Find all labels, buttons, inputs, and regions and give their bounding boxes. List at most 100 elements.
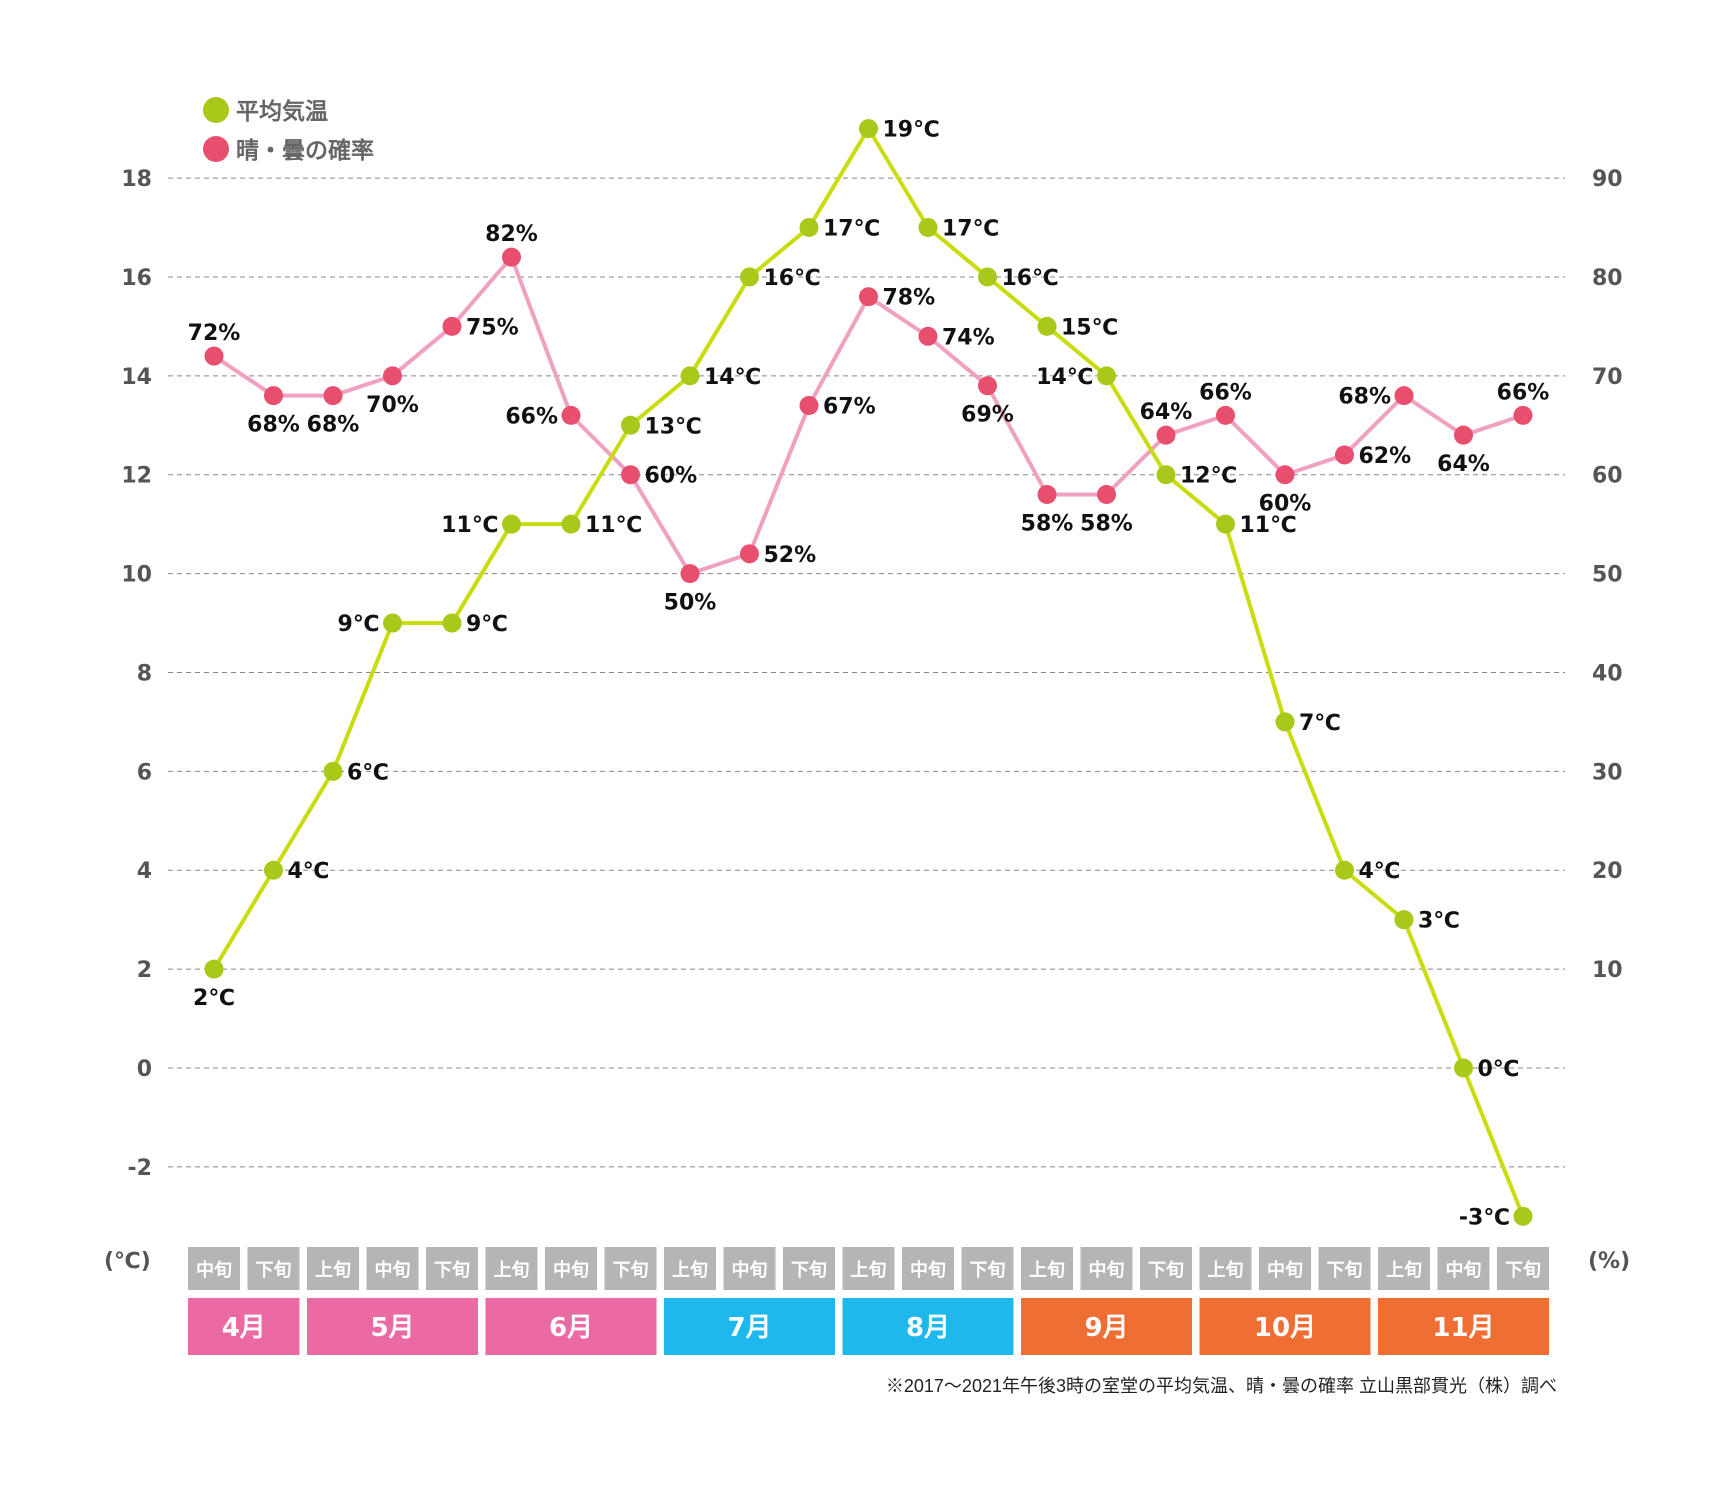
sunny-probability-point [204,346,224,366]
decade-box [664,1247,716,1290]
decade-label: 下旬 [256,1259,292,1281]
avg-temperature-point [1275,712,1295,732]
sunny-probability-point [1037,484,1057,504]
decade-box [902,1247,954,1290]
left-tick-label: 14 [121,365,152,390]
decade-box [1021,1247,1073,1290]
decade-box [604,1247,657,1290]
avg-temperature-label: 17℃ [823,217,880,242]
sunny-probability-label: 60% [645,464,698,489]
decade-label: 下旬 [1148,1259,1184,1281]
decade-label: 下旬 [970,1259,1006,1281]
avg-temperature-point [383,613,402,633]
avg-temperature-point [1216,514,1235,534]
decade-label: 上旬 [1386,1259,1422,1281]
month-bar [1378,1298,1549,1355]
decade-box [307,1247,359,1290]
avg-temperature-point [442,613,462,633]
sunny-probability-label: 62% [1359,444,1412,469]
sunny-probability-point [264,386,283,406]
avg-temperature-label: 13℃ [645,414,702,439]
gridlines [168,177,1565,1168]
legend: 平均気温 晴・曇の確率 [203,97,374,164]
avg-temperature-point [1513,1206,1533,1226]
month-bar [664,1298,835,1355]
decade-box [783,1247,835,1290]
decade-box [1140,1247,1192,1290]
month-row: 4月 5月 6月 7月 8月 9月 10月 11月 [188,1298,1549,1355]
decade-label: 下旬 [1327,1259,1363,1281]
decade-label: 中旬 [553,1259,589,1281]
sunny-probability-label: 74% [942,325,995,350]
avg-temperature-point [1097,366,1116,386]
right-tick-label: 30 [1592,760,1623,785]
avg-temperature-point [1394,910,1414,930]
series-avg-temperature [204,119,1533,1226]
sunny-probability-point [561,405,581,425]
sunny-probability-point [680,564,700,584]
avg-temperature-label: -3℃ [1459,1205,1510,1230]
decade-box [723,1247,776,1290]
decade-label: 上旬 [494,1259,530,1281]
sunny-probability-label: 66% [505,404,558,429]
series-sunny-probability [204,247,1533,584]
sunny-probability-point [740,544,759,564]
decade-box [1497,1247,1549,1290]
avg-temperature-point [561,514,581,534]
sunny-probability-label: 64% [1140,400,1193,425]
decade-box [842,1247,895,1290]
avg-temperature-label: 14℃ [704,365,761,390]
sunny-probability-point [621,465,640,485]
avg-temperature-point [799,218,819,238]
right-tick-label: 50 [1592,563,1623,588]
left-axis-ticks: 18 16 14 12 10 8 6 4 2 0 -2 [121,167,152,1181]
sunny-probability-point [978,376,997,396]
month-bar [1021,1298,1192,1355]
decade-label: 中旬 [910,1259,946,1281]
decade-box [485,1247,538,1290]
sunny-probability-point [1097,484,1116,504]
month-label: 5月 [370,1313,414,1343]
avg-temperature-label: 14℃ [1036,365,1093,390]
decade-label: 中旬 [375,1259,411,1281]
avg-temperature-label: 2℃ [193,986,235,1011]
sunny-probability-label: 60% [1259,492,1312,517]
month-bar [307,1298,478,1355]
decade-label: 下旬 [791,1259,827,1281]
avg-temperature-label: 4℃ [288,859,330,884]
decade-box [247,1247,300,1290]
month-label: 11月 [1432,1313,1494,1343]
avg-temperature-label: 6℃ [347,760,389,785]
sunny-probability-label: 50% [664,591,717,616]
avg-temperature-point [1335,860,1354,880]
sunny-probability-label: 58% [1080,511,1133,536]
sunny-probability-label: 75% [466,315,519,340]
sunny-probability-label: 72% [188,321,241,346]
decade-label: 中旬 [1267,1259,1303,1281]
month-label: 8月 [906,1313,950,1343]
sunny-probability-point [1156,425,1176,445]
decade-label: 下旬 [1505,1259,1541,1281]
sunny-probability-label: 69% [961,403,1014,428]
left-tick-label: 6 [137,760,152,785]
avg-temperature-point [1037,316,1057,336]
month-bar [1199,1298,1371,1355]
source-note: ※2017～2021年午後3時の室堂の平均気温、晴・曇の確率 立山黒部貫光（株）… [886,1376,1557,1396]
month-bar [188,1298,300,1355]
sunny-probability-point [323,386,343,406]
avg-temperature-label: 7℃ [1299,711,1341,736]
decade-label: 下旬 [613,1259,649,1281]
avg-temperature-point [1454,1058,1473,1078]
sunny-probability-label: 66% [1199,380,1252,405]
decade-box [545,1247,597,1290]
left-tick-label: 8 [137,661,152,686]
avg-temperature-point [621,415,640,435]
right-tick-label: 90 [1592,167,1623,192]
avg-temperature-point [859,119,878,139]
legend-pct-label: 晴・曇の確率 [236,137,374,164]
avg-temperature-label: 11℃ [441,513,498,538]
sunny-probability-point [442,316,462,336]
decade-label: 中旬 [1446,1259,1482,1281]
avg-temperature-point [740,267,759,287]
